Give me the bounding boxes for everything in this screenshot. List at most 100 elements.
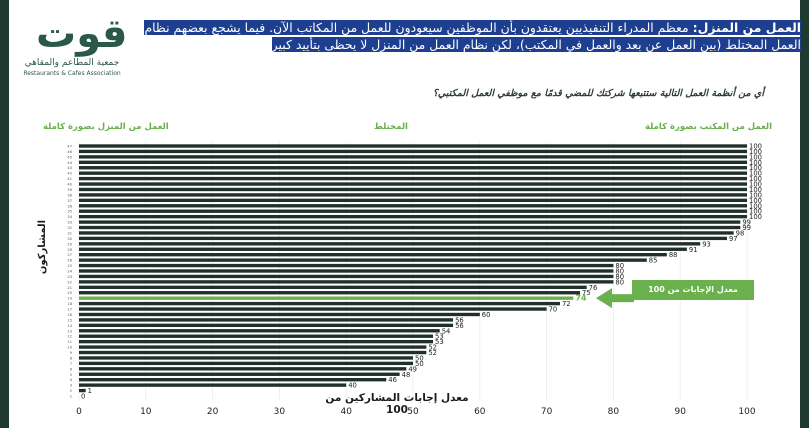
callout-arrow-head xyxy=(596,288,612,309)
bar-value-label: 93 xyxy=(702,240,711,248)
y-tick-label: 12 xyxy=(67,335,72,339)
y-tick-label: 43 xyxy=(67,166,72,170)
chart-x-tick-labels: 0 10 20 30 40 50 60 70 80 90 100 xyxy=(76,407,756,417)
y-tick-label: 25 xyxy=(67,264,72,268)
x-tick-label: 70 xyxy=(541,407,553,417)
bar-value-label: 49 xyxy=(408,365,417,373)
bar-value-label: 100 xyxy=(749,148,762,156)
bar xyxy=(79,339,434,344)
bar xyxy=(79,372,400,376)
bar xyxy=(79,269,614,273)
y-tick-label: 24 xyxy=(67,270,72,274)
bar-value-label: 100 xyxy=(749,208,762,216)
bar xyxy=(79,350,427,355)
y-tick-label: 5 xyxy=(70,373,72,377)
y-tick-label: 32 xyxy=(67,226,72,230)
bar-value-label: 50 xyxy=(415,360,424,368)
bar-value-label: 76 xyxy=(589,284,598,292)
bar-value-label: 100 xyxy=(749,159,762,167)
bar xyxy=(79,182,747,186)
y-tick-label: 6 xyxy=(70,367,73,371)
bar-value-label: 60 xyxy=(482,311,491,319)
bar xyxy=(79,209,747,213)
headline-lead: العمل من المنزل: xyxy=(692,20,801,35)
bar-value-label: 100 xyxy=(749,191,762,199)
y-tick-label: 26 xyxy=(67,259,72,263)
y-tick-label: 33 xyxy=(67,221,72,225)
bar xyxy=(79,144,747,148)
bar-value-label: 99 xyxy=(742,224,751,232)
y-tick-label: 20 xyxy=(67,291,72,295)
bar xyxy=(79,388,86,393)
headline: العمل من المنزل: معظم المدراء التنفيذيين… xyxy=(141,19,801,53)
y-tick-label: 39 xyxy=(67,188,72,192)
bar-value-label: 100 xyxy=(749,170,762,178)
bar-value-label: 0 xyxy=(81,393,85,401)
x-tick-label: 50 xyxy=(407,407,419,417)
bar xyxy=(79,280,614,284)
chart-value-labels: 0140464849505052525353545656607072747576… xyxy=(81,143,762,401)
bar xyxy=(79,361,413,366)
bar-value-label: 91 xyxy=(689,246,698,254)
y-tick-label: 23 xyxy=(67,275,72,279)
bar xyxy=(79,258,647,262)
bar xyxy=(79,356,413,360)
bar-value-label: 1 xyxy=(88,387,92,395)
y-tick-label: 40 xyxy=(67,183,72,187)
bar-value-label: 97 xyxy=(729,235,738,243)
x-tick-label: 60 xyxy=(474,407,486,417)
bar-value-label: 56 xyxy=(455,316,464,324)
category-office: العمل من المكتب بصورة كاملة xyxy=(645,122,772,132)
y-tick-label: 19 xyxy=(67,297,72,301)
bar-value-label: 75 xyxy=(582,289,591,297)
y-tick-label: 18 xyxy=(67,302,72,306)
y-tick-label: 35 xyxy=(67,210,72,214)
bar xyxy=(79,155,747,159)
category-hybrid: المختلط xyxy=(374,122,408,132)
bar xyxy=(79,236,727,241)
bar-value-label: 70 xyxy=(549,306,558,314)
y-tick-label: 47 xyxy=(67,145,72,149)
bar xyxy=(79,318,454,322)
bar-value-label: 50 xyxy=(415,354,424,362)
bar-value-label: 74 xyxy=(575,294,587,303)
y-tick-label: 1 xyxy=(70,395,72,399)
bar xyxy=(79,301,560,306)
bar xyxy=(79,263,614,268)
bar xyxy=(79,193,747,197)
y-tick-label: 30 xyxy=(67,237,72,241)
bar-value-label: 98 xyxy=(736,229,745,237)
y-tick-label: 13 xyxy=(67,329,72,333)
bar-value-label: 100 xyxy=(749,186,762,194)
bar-value-label: 80 xyxy=(615,268,624,276)
survey-question: أي من أنظمة العمل التالية ستتبعها شركتك … xyxy=(432,88,764,99)
bar xyxy=(79,160,747,164)
x-tick-label: 0 xyxy=(76,407,82,417)
y-tick-label: 9 xyxy=(70,351,73,355)
y-tick-label: 28 xyxy=(67,248,72,252)
bar-value-label: 100 xyxy=(749,164,762,172)
y-tick-label: 7 xyxy=(70,362,72,366)
bar xyxy=(79,285,587,289)
bar xyxy=(79,176,747,181)
bar xyxy=(79,198,747,203)
logo-name-arabic: جمعية المطاعم والمقاهي xyxy=(24,58,120,68)
headline-text: معظم المدراء التنفيذيين يعتقدون بأن المو… xyxy=(144,20,801,52)
y-tick-label: 11 xyxy=(67,340,72,344)
bar xyxy=(79,220,741,224)
bar xyxy=(79,187,747,192)
bar-value-label: 48 xyxy=(402,371,411,379)
bar-value-label: 99 xyxy=(742,219,751,227)
bar-value-label: 46 xyxy=(388,376,397,384)
y-tick-label: 15 xyxy=(67,318,72,322)
x-tick-label: 80 xyxy=(608,407,620,417)
bar xyxy=(79,253,667,257)
chart-y-tick-labels: 1234567891011121314151617181920212223242… xyxy=(67,145,72,399)
bar-value-label: 100 xyxy=(749,202,762,210)
bar-value-label: 52 xyxy=(428,349,437,357)
bar-value-label: 100 xyxy=(749,213,762,221)
x-tick-label: 90 xyxy=(674,407,686,417)
y-tick-label: 22 xyxy=(67,280,72,284)
bar-value-label: 53 xyxy=(435,333,444,341)
